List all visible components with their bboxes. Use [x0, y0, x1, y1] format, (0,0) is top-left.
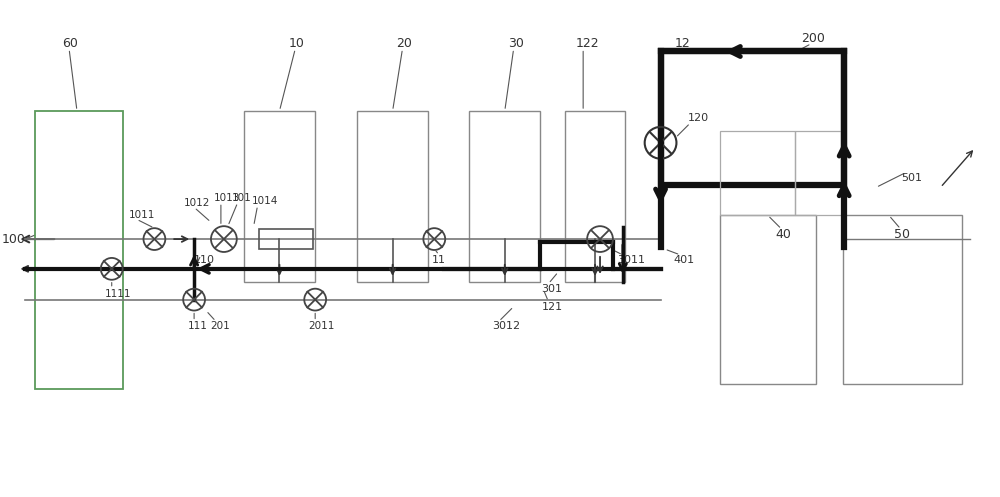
Bar [720, 131, 795, 215]
Text: 501: 501 [901, 172, 922, 182]
Bar [469, 111, 540, 282]
Text: 401: 401 [673, 255, 695, 265]
Text: 122: 122 [575, 37, 599, 50]
Text: 30: 30 [508, 37, 524, 50]
Text: 12: 12 [674, 37, 690, 50]
Bar [35, 111, 123, 389]
Text: 101: 101 [232, 193, 252, 203]
Text: 20: 20 [397, 37, 412, 50]
Text: 1013: 1013 [214, 193, 240, 203]
Text: 111: 111 [188, 322, 208, 331]
Bar [720, 215, 816, 384]
Text: 10: 10 [288, 37, 304, 50]
Text: 1111: 1111 [105, 289, 131, 299]
Text: 121: 121 [541, 302, 563, 312]
Bar [795, 131, 843, 215]
Bar [843, 215, 962, 384]
Bar [565, 111, 625, 282]
Text: 3012: 3012 [492, 322, 520, 331]
Text: 50: 50 [894, 228, 910, 241]
Text: 1012: 1012 [184, 198, 211, 208]
Text: 100: 100 [2, 233, 25, 246]
Bar [357, 111, 428, 282]
Bar [244, 111, 315, 282]
Bar [661, 52, 844, 185]
Text: 1014: 1014 [252, 196, 278, 206]
Text: 110: 110 [194, 255, 215, 265]
Text: 11: 11 [432, 255, 446, 265]
Text: 301: 301 [541, 284, 562, 294]
Text: 120: 120 [687, 113, 708, 123]
Text: 201: 201 [210, 322, 230, 331]
Text: 2011: 2011 [308, 322, 335, 331]
Text: 200: 200 [802, 32, 825, 45]
Bar [259, 229, 313, 249]
Text: 60: 60 [62, 37, 78, 50]
Text: 40: 40 [776, 228, 792, 241]
Text: 3011: 3011 [617, 255, 645, 265]
Text: 1011: 1011 [129, 210, 155, 220]
